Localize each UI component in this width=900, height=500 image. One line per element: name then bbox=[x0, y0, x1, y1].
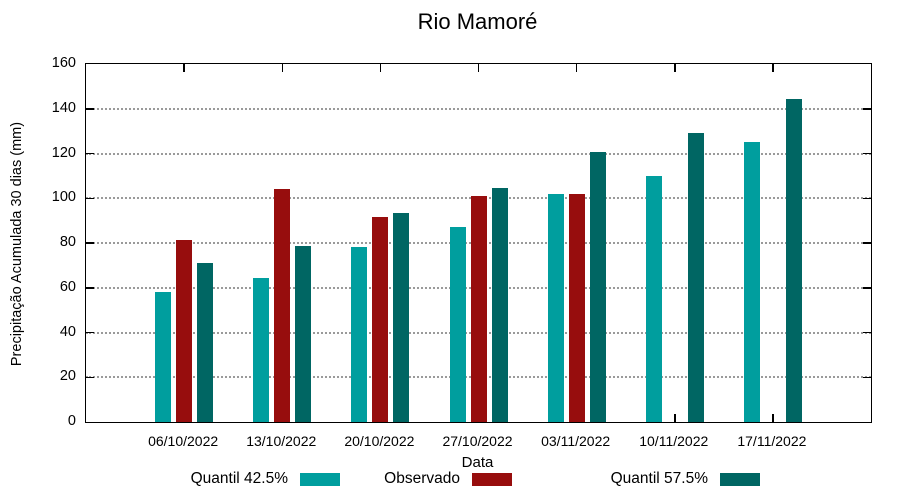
bar bbox=[470, 196, 487, 422]
y-tick-mark bbox=[863, 331, 871, 334]
y-tick-mark bbox=[863, 376, 871, 378]
y-tick-mark bbox=[863, 108, 871, 110]
legend-label-quantil-425: Quantil 42.5% bbox=[190, 470, 288, 487]
bar bbox=[176, 239, 193, 422]
y-tick-mark bbox=[86, 242, 94, 244]
bar bbox=[393, 212, 410, 422]
y-tick-label: 100 bbox=[51, 189, 76, 206]
x-tick-label: 10/11/2022 bbox=[639, 433, 709, 449]
bar bbox=[351, 247, 368, 422]
bar bbox=[589, 152, 606, 422]
y-tick-mark bbox=[86, 331, 94, 334]
bar bbox=[449, 227, 466, 422]
bar bbox=[155, 292, 172, 422]
bar bbox=[568, 193, 585, 422]
y-tick-label: 40 bbox=[59, 323, 76, 340]
x-tick-mark bbox=[477, 64, 480, 72]
bar bbox=[197, 263, 214, 422]
y-tick-label: 140 bbox=[51, 99, 76, 116]
bar bbox=[785, 98, 802, 422]
y-tick-mark bbox=[86, 197, 94, 199]
legend-swatch-quantil-575-icon bbox=[720, 472, 760, 486]
y-tick-label: 60 bbox=[59, 278, 76, 295]
legend-entry-quantil-425: Quantil 42.5% bbox=[191, 470, 340, 488]
bar bbox=[645, 175, 662, 422]
bar bbox=[687, 133, 704, 422]
grid-line bbox=[86, 152, 871, 155]
y-tick-label: 120 bbox=[51, 144, 76, 161]
y-tick-mark bbox=[86, 376, 94, 378]
bar bbox=[274, 189, 291, 422]
y-tick-mark bbox=[863, 197, 871, 199]
chart-title: Rio Mamoré bbox=[417, 9, 538, 34]
x-tick-label: 20/10/2022 bbox=[344, 433, 415, 449]
legend-entry-quantil-575: Quantil 57.5% bbox=[611, 470, 760, 488]
x-tick-mark bbox=[772, 64, 774, 72]
x-tick-mark bbox=[281, 64, 283, 72]
x-tick-mark bbox=[772, 414, 774, 422]
bar bbox=[491, 188, 508, 422]
x-axis-title: Data bbox=[461, 454, 494, 471]
x-tick-label: 27/10/2022 bbox=[442, 433, 513, 449]
legend-label-quantil-575: Quantil 57.5% bbox=[610, 470, 708, 487]
y-tick-label: 80 bbox=[59, 234, 76, 250]
y-tick-mark bbox=[863, 287, 871, 289]
legend-entry-observado: Observado bbox=[384, 470, 512, 488]
x-tick-label: 06/10/2022 bbox=[148, 433, 219, 449]
x-tick-mark bbox=[575, 64, 578, 72]
y-tick-mark bbox=[86, 108, 94, 110]
y-tick-label: 0 bbox=[67, 413, 76, 429]
plot-area bbox=[85, 63, 872, 423]
x-tick-mark bbox=[674, 64, 676, 72]
x-tick-mark bbox=[674, 414, 676, 422]
grid-line bbox=[86, 107, 871, 110]
x-tick-label: 13/10/2022 bbox=[246, 433, 317, 449]
y-axis-label: Precipitação Acumulada 30 dias (mm) bbox=[9, 121, 25, 367]
x-tick-label: 03/11/2022 bbox=[541, 433, 611, 449]
y-tick-label: 20 bbox=[59, 368, 76, 385]
x-tick-mark bbox=[183, 64, 185, 72]
x-tick-mark bbox=[379, 64, 382, 72]
bar bbox=[372, 217, 389, 422]
legend-swatch-quantil-425-icon bbox=[300, 472, 340, 486]
y-tick-label: 160 bbox=[51, 55, 76, 71]
legend-label-observado: Observado bbox=[384, 470, 460, 487]
y-tick-mark bbox=[863, 152, 871, 155]
bar bbox=[253, 277, 270, 422]
bar bbox=[295, 246, 312, 422]
y-tick-mark bbox=[86, 287, 94, 289]
legend-swatch-observado-icon bbox=[472, 472, 512, 486]
bar bbox=[743, 142, 760, 422]
y-tick-mark bbox=[86, 152, 94, 155]
bar bbox=[547, 193, 564, 422]
x-tick-label: 17/11/2022 bbox=[737, 433, 807, 449]
y-tick-mark bbox=[863, 242, 871, 244]
